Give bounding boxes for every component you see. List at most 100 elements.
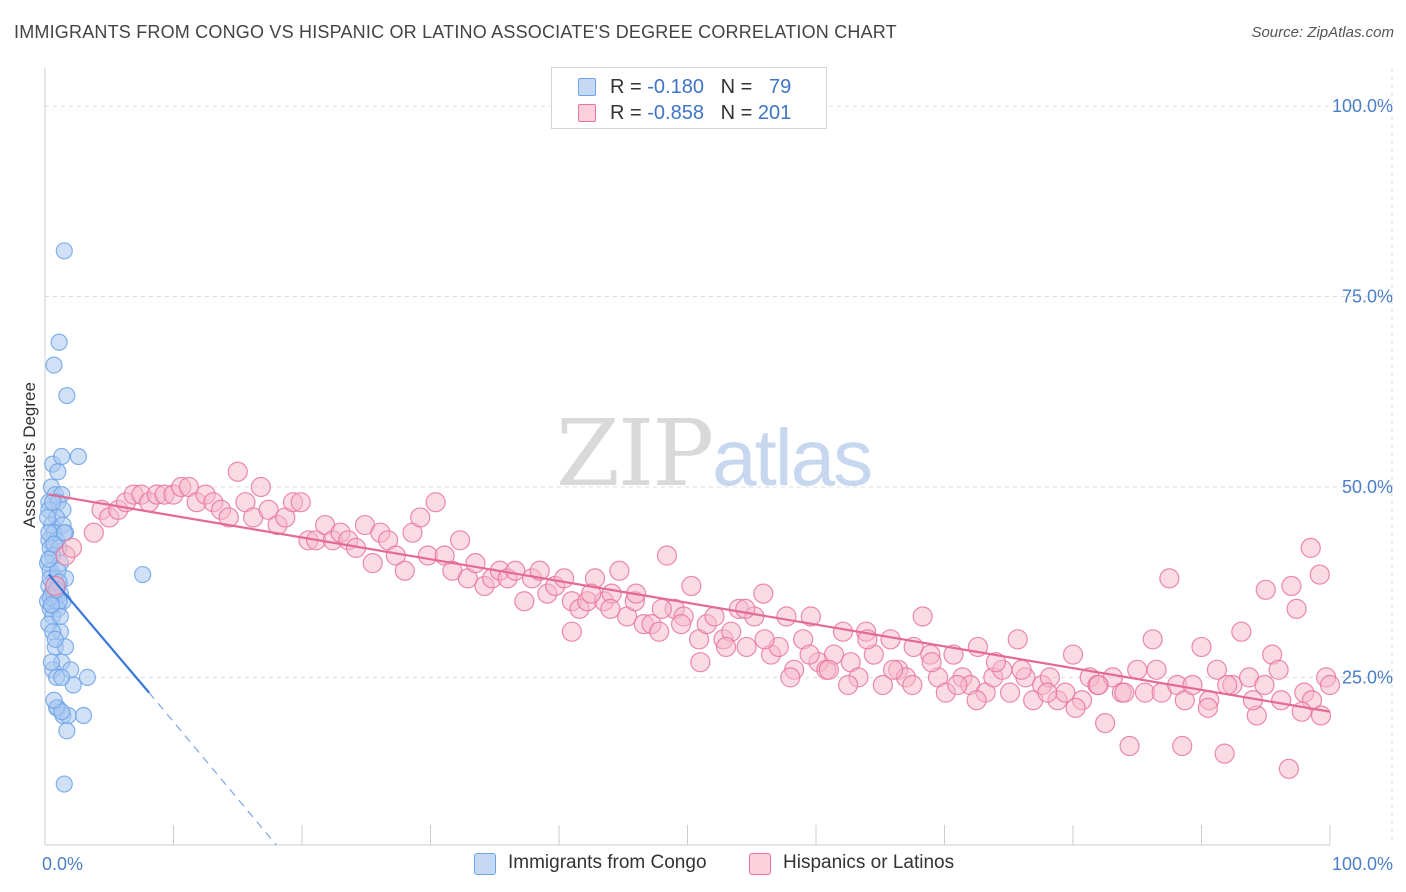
hispanic-point: [1254, 674, 1275, 696]
hispanic-point: [1214, 743, 1235, 764]
hispanic-point: [1255, 579, 1276, 600]
hispanic-point: [1062, 644, 1084, 665]
hispanic-point: [250, 476, 271, 498]
legend-label-congo: Immigrants from Congo: [508, 852, 707, 873]
hispanic-point: [838, 674, 859, 696]
n-label: N =: [720, 76, 753, 98]
hispanic-point: [561, 621, 582, 642]
congo-point: [40, 550, 58, 568]
hispanic-point: [832, 621, 854, 642]
hispanic-point: [1007, 629, 1028, 650]
hispanic-point: [1037, 682, 1058, 703]
hispanic-point: [1281, 575, 1302, 597]
hispanic-point: [600, 598, 621, 619]
y-tick-label: 75.0%: [1342, 287, 1393, 307]
hispanic-point: [1309, 564, 1330, 585]
hispanic-point: [1300, 537, 1321, 559]
tick-labels: 25.0% 50.0% 75.0% 100.0% 0.0% 100.0%: [42, 96, 1393, 874]
hispanic-point: [449, 530, 471, 551]
congo-point: [45, 535, 63, 553]
watermark: ZIPatlas: [556, 400, 873, 507]
grid-lines: [45, 68, 1393, 845]
hispanic-point: [735, 598, 756, 619]
legend-label-hispanic: Hispanics or Latinos: [783, 852, 955, 873]
hispanic-point: [1182, 674, 1203, 696]
hispanic-point: [1278, 758, 1299, 779]
legend-swatch-hispanic: [578, 104, 596, 122]
congo-point: [42, 596, 61, 614]
hispanic-point: [1286, 598, 1307, 619]
hispanic-point: [425, 492, 446, 513]
hispanic-point: [83, 522, 104, 543]
hispanic-point: [681, 575, 702, 597]
congo-point: [51, 607, 70, 626]
hispanic-point: [651, 598, 672, 619]
correlation-legend: R = -0.180 N = 79 R = -0.858 N = 201: [551, 67, 827, 129]
hispanic-point: [514, 591, 535, 612]
hispanic-point: [800, 606, 821, 627]
hispanic-point: [554, 568, 575, 589]
congo-point: [78, 668, 97, 687]
hispanic-point: [45, 575, 66, 597]
hispanic-point: [912, 606, 933, 627]
hispanic-point: [258, 499, 279, 520]
hispanic-point: [1319, 674, 1341, 696]
hispanic-point: [1231, 621, 1252, 642]
congo-point: [69, 447, 88, 466]
y-axis-label: Associate's Degree: [20, 382, 39, 528]
hispanic-point: [736, 636, 757, 658]
hispanic-point: [61, 537, 83, 559]
trend-lines: [48, 493, 1331, 846]
legend-swatch-congo-bottom: [474, 853, 496, 875]
hispanic-point: [529, 560, 550, 581]
hispanic-point: [799, 644, 820, 665]
chart-title: IMMIGRANTS FROM CONGO VS HISPANIC OR LAT…: [14, 22, 897, 42]
congo-trend-extension: [148, 692, 277, 846]
congo-point: [49, 463, 67, 481]
hispanic-point: [1011, 659, 1032, 680]
n-label: N =: [720, 102, 753, 124]
hispanic-point: [1114, 682, 1135, 703]
hispanic-point: [227, 461, 248, 482]
hispanic-point: [218, 507, 239, 528]
r-value-congo: -0.180: [647, 76, 704, 98]
hispanic-point: [1088, 674, 1109, 696]
hispanic-point: [1217, 674, 1238, 696]
hispanic-point: [1119, 735, 1140, 757]
hispanic-point: [776, 606, 797, 627]
hispanic-point: [609, 560, 630, 581]
hispanic-point: [754, 629, 775, 650]
hispanic-point: [410, 507, 431, 528]
legend-swatch-hispanic-bottom: [749, 853, 771, 875]
congo-point: [58, 386, 76, 405]
source-label: Source: ZipAtlas.com: [1251, 24, 1394, 41]
r-label: R =: [610, 102, 642, 124]
hispanic-point: [780, 667, 801, 688]
hispanic-point: [882, 659, 904, 680]
y-tick-label: 100.0%: [1332, 96, 1393, 116]
hispanic-point: [290, 492, 311, 513]
congo-point: [45, 356, 63, 374]
congo-point: [74, 706, 93, 725]
hispanic-point: [1271, 690, 1292, 711]
hispanic-point: [690, 652, 711, 673]
hispanic-point: [999, 682, 1021, 703]
hispanic-point: [362, 553, 383, 574]
hispanic-point: [921, 652, 942, 673]
congo-point: [55, 524, 73, 542]
hispanic-point: [649, 621, 670, 642]
hispanic-point: [872, 674, 893, 696]
hispanic-point: [1197, 697, 1219, 718]
y-tick-label: 50.0%: [1342, 477, 1393, 497]
n-value-hispanic: 201: [757, 102, 792, 124]
hispanic-point: [966, 690, 987, 711]
hispanic-point: [1268, 659, 1289, 680]
congo-point: [46, 630, 64, 648]
congo-point: [55, 242, 73, 260]
legend-swatch-congo: [578, 78, 596, 96]
congo-point: [134, 565, 152, 584]
congo-point: [50, 333, 68, 351]
hispanic-point: [985, 652, 1007, 673]
congo-point: [38, 508, 57, 527]
hispanic-point: [394, 560, 415, 581]
